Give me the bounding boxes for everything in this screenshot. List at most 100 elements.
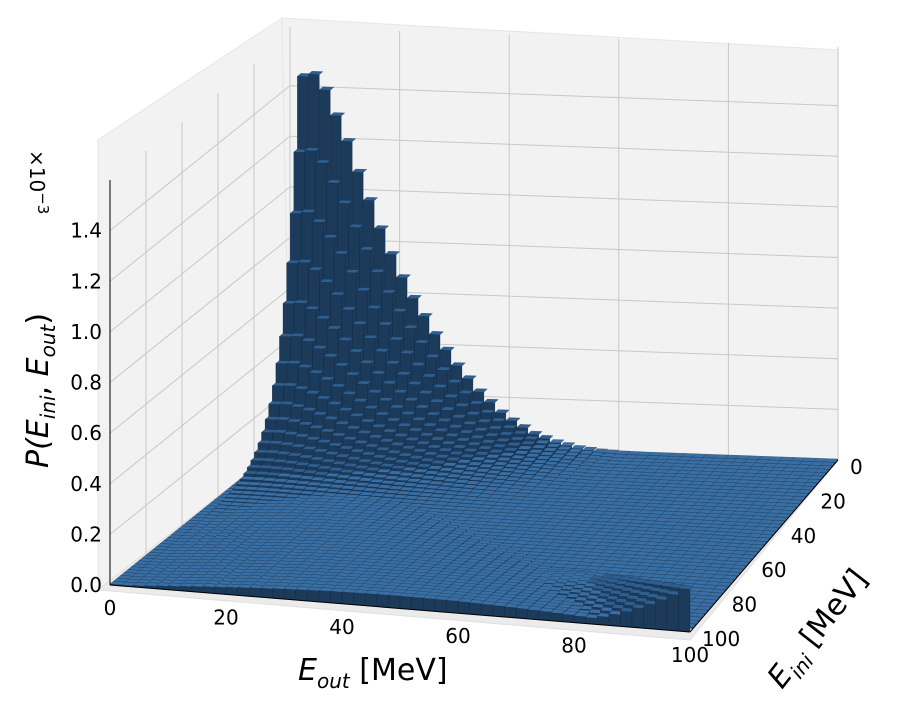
bar-top-face xyxy=(335,474,352,479)
bar-top-face xyxy=(272,458,289,463)
bar-top-face xyxy=(486,470,502,474)
bar-top-face xyxy=(549,480,565,486)
bar-top-face xyxy=(381,380,398,385)
bar-top-face xyxy=(338,407,354,411)
bar-top-face xyxy=(459,499,476,504)
bar-top-face xyxy=(476,481,492,486)
bar-top-face xyxy=(391,481,408,486)
bar-top-face xyxy=(318,86,335,91)
bar-top-face xyxy=(414,483,430,488)
bar-top-face xyxy=(381,493,397,498)
bar-top-face xyxy=(586,455,602,460)
bar-top-face xyxy=(502,480,518,485)
bar-top-face xyxy=(524,482,540,487)
bar-top-face xyxy=(449,469,466,474)
bar-top-face xyxy=(306,481,323,486)
bar-top-face xyxy=(543,461,559,466)
bar-top-face xyxy=(290,403,306,408)
bar-top-face xyxy=(400,411,416,415)
bar-top-face xyxy=(329,484,345,489)
bar-top-face xyxy=(515,465,531,470)
bar-top-face xyxy=(429,398,445,403)
bar-top-face xyxy=(310,491,327,496)
bar-top-face xyxy=(509,436,525,441)
bar-top-face xyxy=(464,466,480,471)
bar-top-face xyxy=(291,485,308,490)
bar-top-face xyxy=(480,409,496,414)
bar-top-face xyxy=(350,470,366,475)
bar-top-face xyxy=(380,480,396,485)
bar-top-face xyxy=(280,467,296,471)
bar-top-face xyxy=(550,453,566,458)
bar-top-face xyxy=(313,471,330,476)
bar-top-face xyxy=(549,439,565,444)
bar-top-face xyxy=(392,494,409,499)
bar-top-face xyxy=(320,458,337,463)
grid-z-back xyxy=(289,85,839,107)
bar-top-face xyxy=(454,402,470,407)
bar-top-face xyxy=(481,439,497,444)
grid-z-left xyxy=(109,237,291,383)
bar-top-face xyxy=(459,453,476,458)
bar-top-face xyxy=(444,432,460,437)
bar-top-face xyxy=(546,443,562,448)
bar-top-face xyxy=(315,159,331,164)
bar-top-face xyxy=(451,495,468,500)
bar-top-face xyxy=(388,485,404,490)
bar-top-face xyxy=(471,456,487,461)
bar-top-face xyxy=(346,456,362,461)
bar-top-face xyxy=(473,485,489,490)
bar-top-face xyxy=(354,465,370,469)
bar-top-face xyxy=(403,324,419,329)
bar-top-face xyxy=(272,429,288,434)
bar-top-face xyxy=(362,197,379,201)
bar-top-face xyxy=(425,484,441,489)
grid-z-back xyxy=(289,186,839,208)
bar-top-face xyxy=(367,389,383,394)
bar-top-face xyxy=(538,435,554,439)
bar-top-face xyxy=(601,452,616,457)
bar-top-face xyxy=(250,476,267,481)
bar-top-face xyxy=(385,417,402,422)
bar-top-face xyxy=(473,427,489,432)
bar-top-face xyxy=(405,461,421,466)
bar-top-face xyxy=(372,454,388,459)
bar-top-face xyxy=(269,465,285,470)
bar-top-face xyxy=(369,478,385,483)
bar-top-face xyxy=(408,455,425,460)
bar-top-face xyxy=(447,487,463,492)
bar-top-face xyxy=(401,445,417,450)
bar-top-face xyxy=(417,313,433,317)
bar-top-face xyxy=(493,461,509,466)
bar-top-face xyxy=(505,476,521,481)
bar-top-face xyxy=(254,487,271,491)
bar-top-face xyxy=(333,250,350,255)
bar-top-face xyxy=(455,437,471,442)
bar-top-face xyxy=(540,464,556,469)
bar-top-face xyxy=(378,397,394,402)
bar-top-face xyxy=(460,470,477,475)
bar-top-face xyxy=(439,346,455,351)
bar-top-face xyxy=(551,466,567,471)
bar-top-face xyxy=(426,444,442,449)
bar-top-face xyxy=(392,308,408,312)
bar-top-face xyxy=(521,457,537,462)
bar-top-face xyxy=(494,409,510,414)
bar-top-face xyxy=(424,470,440,475)
bar-top-face xyxy=(347,476,363,480)
bar-top-face xyxy=(293,385,310,390)
bar-top-face xyxy=(399,350,416,354)
bar-top-face xyxy=(496,498,512,503)
bar-top-face xyxy=(430,436,446,441)
bar-top-face xyxy=(399,486,415,491)
bar-top-face xyxy=(539,451,555,456)
bar-top-face xyxy=(404,437,420,441)
bar-top-face xyxy=(428,331,444,335)
bar-top-face xyxy=(475,468,491,473)
bar-top-face xyxy=(476,418,492,423)
bar-top-face xyxy=(447,379,463,384)
bar-top-face xyxy=(528,449,544,454)
bar-top-face xyxy=(443,393,459,398)
bar-top-face xyxy=(465,411,481,416)
